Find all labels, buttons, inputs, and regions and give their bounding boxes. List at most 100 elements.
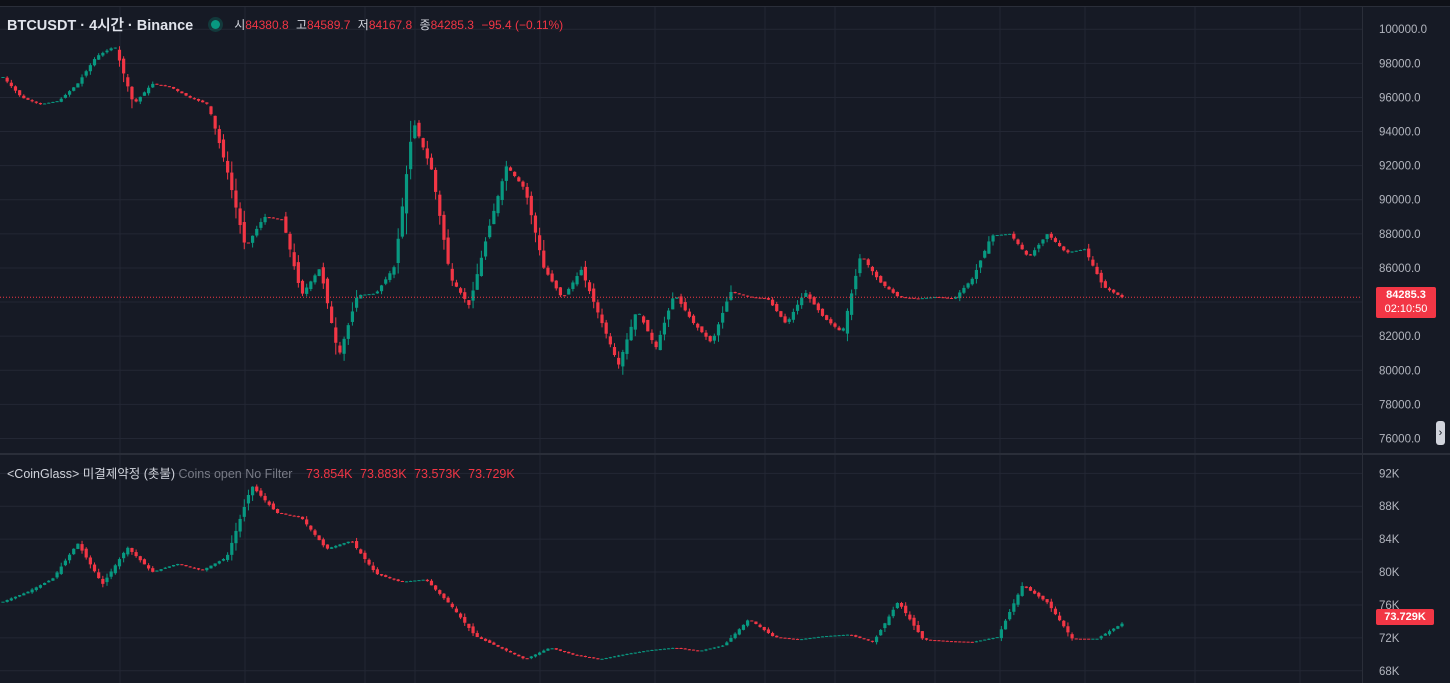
symbol-title[interactable]: BTCUSDT · 4시간 · Binance xyxy=(7,18,194,34)
candle-body xyxy=(708,336,712,342)
candle-body xyxy=(180,91,184,94)
candle-body xyxy=(758,624,762,628)
candle-body xyxy=(238,208,242,226)
candle-body xyxy=(1099,636,1103,639)
candle-body xyxy=(883,623,887,629)
candle-body xyxy=(346,541,350,544)
candle-body xyxy=(404,174,409,214)
candle-body xyxy=(184,93,188,96)
candle-body xyxy=(280,513,284,515)
candle-body xyxy=(450,603,454,608)
open-interest-axis[interactable]: 92K 88K 84K 80K 76K 72K 68K xyxy=(1362,455,1450,683)
candle-body xyxy=(471,290,475,301)
axis-tick-label: 72K xyxy=(1379,633,1400,645)
candle-body xyxy=(142,559,147,565)
candle-body xyxy=(845,634,850,636)
axis-tick-label: 88000.0 xyxy=(1379,229,1421,241)
candle-body xyxy=(438,194,442,216)
candle-body xyxy=(746,620,750,626)
candle-body xyxy=(259,222,263,228)
candle-body xyxy=(113,565,117,574)
candle-body xyxy=(371,565,375,571)
candle-body xyxy=(1049,233,1053,238)
candle-body xyxy=(904,605,908,614)
candle-body xyxy=(929,639,933,641)
axis-tick-label: 92K xyxy=(1379,468,1400,480)
candle-body xyxy=(1037,244,1041,249)
candle-body xyxy=(209,106,213,115)
candle-body xyxy=(234,530,238,544)
axis-tick-label: 80000.0 xyxy=(1379,365,1421,377)
candle-body xyxy=(700,326,704,333)
candle-body xyxy=(1087,638,1091,640)
candle-body xyxy=(221,559,226,561)
candle-body xyxy=(1099,272,1103,283)
candle-body xyxy=(575,276,579,285)
candle-body xyxy=(1053,608,1058,615)
candle-body xyxy=(242,506,246,517)
candle-body xyxy=(42,582,47,585)
candle-body xyxy=(671,298,675,310)
candle-body xyxy=(704,649,708,651)
candle-body xyxy=(13,596,18,599)
candle-body xyxy=(1120,294,1124,298)
candle-body xyxy=(55,572,59,578)
candle-body xyxy=(284,513,288,515)
candle-body xyxy=(750,296,754,298)
candle-body xyxy=(155,83,159,85)
candle-body xyxy=(754,297,758,299)
candle-body xyxy=(958,641,962,643)
candle-body xyxy=(354,297,359,308)
candle-body xyxy=(804,293,808,297)
candle-body xyxy=(683,302,687,311)
candle-body xyxy=(250,486,255,496)
candle-body xyxy=(533,654,538,657)
candle-body xyxy=(675,297,679,299)
candle-body xyxy=(1016,239,1020,244)
candle-body xyxy=(691,649,696,651)
last-price-label: 84285.3 02:10:50 xyxy=(1376,287,1436,318)
candle-body xyxy=(870,640,875,642)
pane-divider[interactable] xyxy=(0,453,1450,455)
price-pane[interactable] xyxy=(0,7,1362,453)
indicator-title[interactable]: <CoinGlass> 미결제약정 (촛불) xyxy=(7,467,176,481)
candle-body xyxy=(916,298,920,300)
candle-body xyxy=(746,295,750,297)
candle-body xyxy=(895,291,899,297)
candle-body xyxy=(908,297,912,299)
candle-body xyxy=(309,281,313,290)
last-price-value: 84285.3 xyxy=(1386,289,1426,301)
candle-body xyxy=(400,206,404,237)
candle-body xyxy=(205,102,209,104)
candle-body xyxy=(309,525,313,530)
axis-tick-label: 86000.0 xyxy=(1379,263,1421,275)
candle-body xyxy=(188,96,192,98)
candle-body xyxy=(492,210,496,225)
price-axis[interactable]: 100000.0 98000.0 96000.0 94000.0 92000.0 9000… xyxy=(1362,7,1450,453)
candle-body xyxy=(679,296,683,304)
candle-body xyxy=(912,297,916,299)
candle-body xyxy=(1103,633,1107,636)
candle-body xyxy=(5,77,9,82)
candle-body xyxy=(558,649,563,651)
candle-body xyxy=(226,160,230,173)
candle-body xyxy=(342,338,346,354)
candle-body xyxy=(9,598,13,601)
candle-body xyxy=(716,324,721,336)
scroll-to-realtime-button[interactable]: › xyxy=(1436,421,1445,445)
candle-body xyxy=(38,103,43,105)
candle-body xyxy=(475,633,479,638)
candle-body xyxy=(554,648,558,650)
candle-body xyxy=(59,566,63,574)
candle-body xyxy=(1112,628,1116,631)
candle-body xyxy=(966,641,970,643)
candle-body xyxy=(379,574,384,576)
candle-body xyxy=(579,269,583,276)
candle-body xyxy=(587,282,592,292)
candle-body xyxy=(67,554,72,561)
open-interest-pane[interactable] xyxy=(0,455,1362,683)
candle-body xyxy=(55,101,59,103)
candle-body xyxy=(392,578,396,580)
candle-body xyxy=(850,634,854,636)
